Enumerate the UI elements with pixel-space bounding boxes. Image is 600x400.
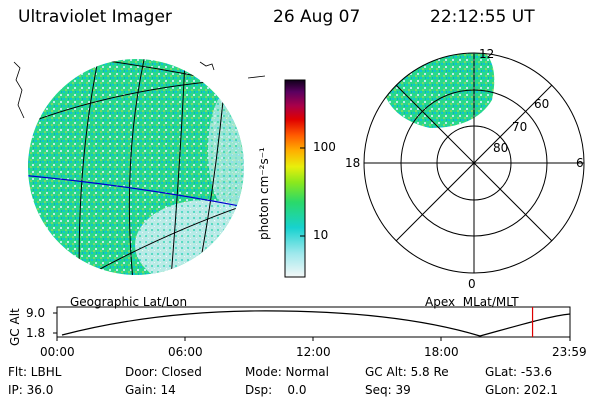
lat-label-80: 80 (493, 141, 509, 155)
polar-panel-label: Apex MLat/MLT (425, 295, 519, 309)
xtick-2359: 23:59 (552, 345, 587, 359)
colorbar (284, 79, 306, 278)
geographic-image (13, 59, 266, 275)
status-gc-alt: GC Alt: 5.8 Re (365, 365, 449, 379)
instrument-title: Ultraviolet Imager (18, 7, 172, 27)
status-dsp: Dsp: 0.0 (245, 383, 307, 397)
mlt-label-6: 6 (576, 156, 584, 170)
colorbar-tick-10: 10 (313, 228, 329, 242)
status-door: Door: Closed (125, 365, 202, 379)
xtick-0000: 00:00 (40, 345, 75, 359)
geo-panel-label: Geographic Lat/Lon (70, 295, 188, 309)
time-label: 22:12:55 UT (430, 7, 535, 27)
status-gain: Gain: 14 (125, 383, 176, 397)
status-glat: GLat: -53.6 (485, 365, 552, 379)
mlt-label-0: 0 (468, 277, 476, 291)
mlt-label-18: 18 (345, 156, 361, 170)
xtick-1200: 12:00 (296, 345, 331, 359)
altitude-ytick-1.8: 1.8 (26, 326, 46, 340)
status-filter: Flt: LBHL (8, 365, 62, 379)
date-label: 26 Aug 07 (273, 7, 361, 27)
mlt-label-12: 12 (479, 47, 495, 61)
altitude-plot (53, 306, 571, 341)
status-mode: Mode: Normal (245, 365, 329, 379)
xtick-0600: 06:00 (168, 345, 203, 359)
lat-label-60: 60 (534, 97, 550, 111)
status-glon: GLon: 202.1 (485, 383, 558, 397)
altitude-ytick-9: 9.0 (26, 306, 46, 320)
colorbar-label: photon cm⁻²s⁻¹ (257, 147, 271, 240)
status-seq: Seq: 39 (365, 383, 411, 397)
polar-plot (363, 52, 585, 274)
xtick-1800: 18:00 (424, 345, 459, 359)
status-ip: IP: 36.0 (8, 383, 54, 397)
altitude-ylabel: GC Alt (8, 308, 22, 346)
colorbar-tick-100: 100 (313, 140, 336, 154)
lat-label-70: 70 (512, 120, 528, 134)
